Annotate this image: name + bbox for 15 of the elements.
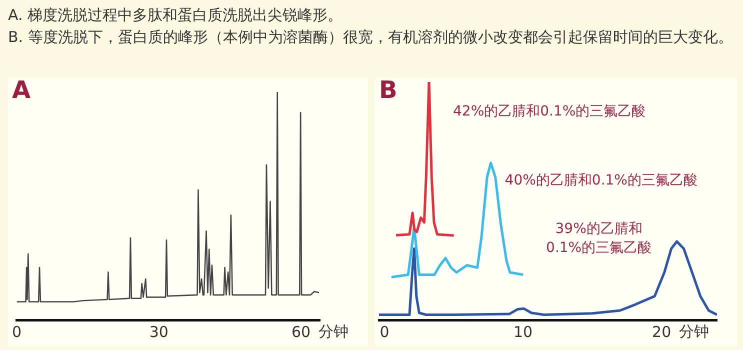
- x-tick-label: 60: [292, 322, 311, 341]
- x-tick-label: 0: [12, 322, 22, 341]
- series-label: 40%的乙腈和0.1%的三氟乙酸: [504, 172, 698, 189]
- x-tick-label: 20: [652, 322, 672, 341]
- chart-title: B: [379, 76, 398, 104]
- series-label: 39%的乙腈和0.1%的三氟乙酸: [546, 221, 652, 256]
- x-axis-title: 分钟: [679, 322, 710, 340]
- x-tick-label: 0: [380, 322, 390, 341]
- series-label: 42%的乙腈和0.1%的三氟乙酸: [453, 104, 646, 120]
- x-tick-label: 10: [514, 322, 533, 341]
- x-axis-title: 分钟: [318, 322, 349, 340]
- x-tick-label: 30: [149, 322, 168, 341]
- chart-subtitle: B. 等度洗脱下，蛋白质的峰形（本例中为溶菌酶）很宽，有机溶剂的微小改变都会引起保留时间的巨大变化。: [8, 27, 734, 48]
- chart-subtitle: A. 梯度洗脱过程中多肽和蛋白质洗脱出尖锐峰形。: [8, 5, 344, 26]
- chart-title: A: [12, 76, 31, 104]
